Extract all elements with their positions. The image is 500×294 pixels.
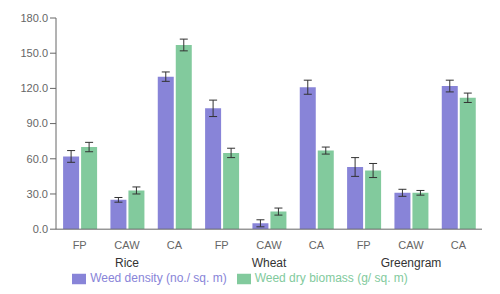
svg-text:CAW: CAW [398,239,424,251]
svg-text:CA: CA [167,239,183,251]
html-text:Weed dry biomass (g/ sq. m): Weed dry biomass (g/ sq. m) [254,271,408,286]
svg-text:CAW: CAW [114,239,140,251]
svg-text:30.0: 30.0 [27,188,48,200]
html-text:Weed density (no./ sq. m): Weed density (no./ sq. m) [90,271,227,286]
svg-text:FP: FP [73,239,87,251]
svg-text:CA: CA [451,239,467,251]
svg-text:Wheat: Wheat [252,256,287,270]
svg-text:CAW: CAW [256,239,282,251]
svg-text:Rice: Rice [115,256,139,270]
svg-text:CA: CA [309,239,325,251]
svg-text:0.0: 0.0 [33,223,48,235]
svg-text:Greengram: Greengram [381,256,442,270]
svg-text:FP: FP [215,239,229,251]
svg-text:120.0: 120.0 [20,82,48,94]
svg-text:90.0: 90.0 [27,117,48,129]
svg-text:180.0: 180.0 [20,12,48,24]
svg-text:60.0: 60.0 [27,153,48,165]
svg-text:150.0: 150.0 [20,47,48,59]
svg-text:FP: FP [357,239,371,251]
